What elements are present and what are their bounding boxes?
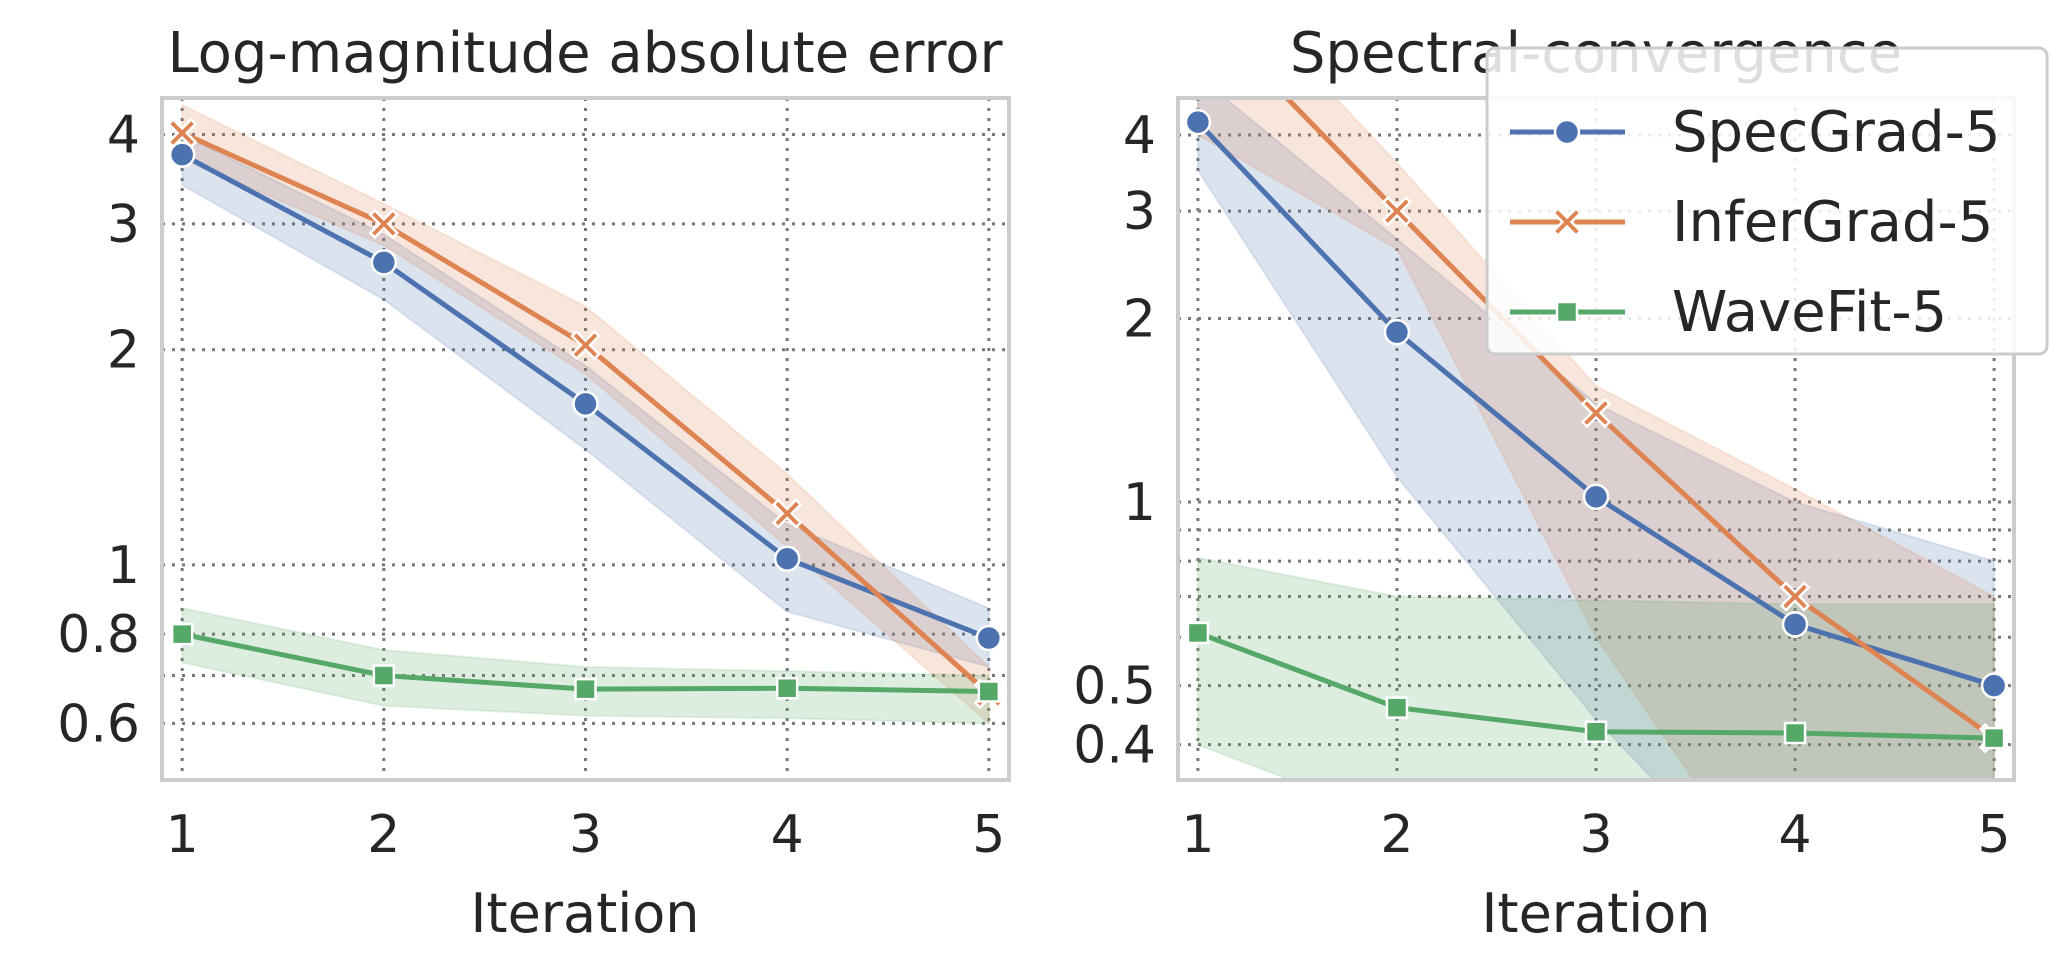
x-tick-label: 4 [1779,805,1812,865]
legend-marker [1555,300,1579,324]
x-tick-label: 3 [1579,805,1612,865]
legend-box [1485,46,2049,356]
y-tick-label: 0.6 [57,694,140,754]
specgrad-5-point [1582,483,1610,511]
x-tick-label: 1 [166,805,199,865]
y-tick-label: 2 [107,321,140,381]
wavefit-5-point [574,677,597,701]
x-tick-labels: 1 2 3 4 5 [1181,805,2010,865]
x-tick-label: 5 [1978,805,2011,865]
legend-marker [1553,118,1581,146]
wavefit-5-point [1385,696,1409,719]
specgrad-5-point [1781,611,1809,638]
series-markers [166,117,1005,710]
wavefit-5-point [372,664,396,687]
x-axis-label: Iteration [1481,882,1710,945]
x-tick-labels: 1 2 3 4 5 [166,805,1006,865]
y-tick-labels: 4 3 2 1 0.50.4 [1073,106,1156,776]
series-markers [1184,108,2010,754]
y-tick-label: 3 [1123,182,1156,242]
specgrad-5-point [1184,108,1212,136]
grid [1178,98,2014,780]
specgrad-5-point [572,390,599,418]
legend-label: InferGrad-5 [1672,190,1993,255]
legend-item: SpecGrad-5 [1510,100,2000,165]
legend-label: WaveFit-5 [1672,280,1947,345]
y-tick-label: 4 [107,106,140,166]
wavefit-5-point [977,680,1001,703]
panel-log-magnitude-error: Log-magnitude absolute error 43210.80.6 … [57,21,1011,945]
specgrad-5-point [975,624,1003,652]
x-tick-label: 4 [771,805,804,865]
specgrad-5-point [1980,672,2008,699]
x-tick-label: 2 [1380,805,1413,865]
x-tick-label: 3 [569,805,602,865]
y-tick-label: 4 [1123,106,1156,166]
infergrad-5-point [1580,397,1612,429]
legend: SpecGrad-5 InferGrad-5 WaveFit-5 [1485,46,2049,356]
infergrad-5-point [1381,195,1413,227]
specgrad-5-point [1383,318,1411,346]
y-tick-label: 0.5 [1073,657,1156,717]
infergrad-5-point [1779,581,1811,612]
y-tick-label: 1 [1123,473,1156,533]
y-tick-label: 3 [107,195,140,255]
x-tick-label: 5 [972,805,1005,865]
x-tick-label: 2 [367,805,400,865]
y-tick-label: 0.4 [1073,716,1156,776]
y-tick-label: 0.8 [57,605,140,665]
y-tick-label: 2 [1123,290,1156,350]
chart-title: Log-magnitude absolute error [167,21,1003,86]
x-tick-label: 1 [1181,805,1214,865]
wavefit-5-point [1584,720,1608,743]
infergrad-5-point [368,208,400,240]
legend-item: WaveFit-5 [1510,280,1947,345]
plot-frame [160,96,1011,782]
specgrad-5-point [168,141,196,168]
legend-item: InferGrad-5 [1510,190,1993,255]
grid [162,98,1009,780]
infergrad-5-point [771,498,803,529]
specgrad-5-point [370,249,398,276]
y-tick-labels: 4 3 2 1 0.8 0.6 [57,106,140,755]
legend-label: SpecGrad-5 [1672,100,2000,165]
y-tick-label: 1 [107,536,140,596]
wavefit-5-point [775,676,799,700]
wavefit-5-point [170,622,194,646]
legend-marker [1551,206,1583,238]
x-axis-label: Iteration [470,882,699,945]
wavefit-5-point [1783,721,1807,745]
specgrad-5-point [773,545,801,572]
infergrad-5-point [570,329,601,361]
wavefit-5-point [1982,726,2006,750]
infergrad-5-point [166,117,198,149]
wavefit-5-point [1186,621,1210,645]
